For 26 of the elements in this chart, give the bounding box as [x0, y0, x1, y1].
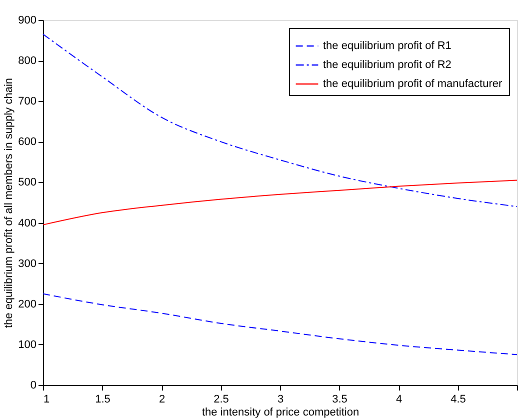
y-tick-label: 500 — [18, 176, 36, 189]
y-tick-label: 700 — [18, 96, 36, 108]
x-tick-label: 1.5 — [95, 394, 110, 406]
x-tick-label: 3 — [277, 394, 284, 406]
y-tick-label: 800 — [18, 55, 36, 68]
x-tick-label: 2 — [158, 394, 166, 406]
x-axis-title: the intensity of price competition — [202, 406, 360, 418]
y-tick-label: 200 — [18, 298, 36, 310]
y-tick-label: 900 — [18, 14, 36, 26]
legend-label: the equilibrium profit of R2 — [323, 59, 452, 71]
x-tick-label: 1 — [44, 394, 50, 406]
x-tick-label: 3.5 — [332, 394, 348, 406]
x-tick-label: 2.5 — [214, 394, 229, 406]
line-series — [42, 34, 518, 208]
legend-label: the equilibrium profit of R1 — [323, 40, 452, 52]
line-series — [42, 293, 518, 356]
line-series — [42, 180, 518, 226]
y-tick-label: 600 — [18, 136, 36, 148]
x-tick-label: 4.5 — [450, 394, 466, 406]
y-tick-label: 0 — [30, 380, 36, 392]
y-axis-title: the equilibrium profit of all members in supply chain — [3, 78, 16, 328]
y-tick-label: 300 — [18, 258, 36, 270]
x-tick-label: 4 — [396, 394, 402, 406]
y-tick-label: 400 — [18, 217, 36, 230]
legend-label: the equilibrium profit of manufacturer — [323, 78, 502, 90]
y-tick-label: 100 — [18, 338, 36, 351]
